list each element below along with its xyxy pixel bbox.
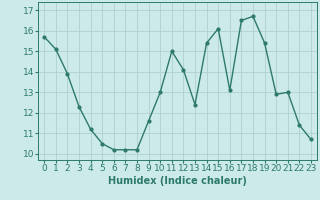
X-axis label: Humidex (Indice chaleur): Humidex (Indice chaleur) [108,176,247,186]
